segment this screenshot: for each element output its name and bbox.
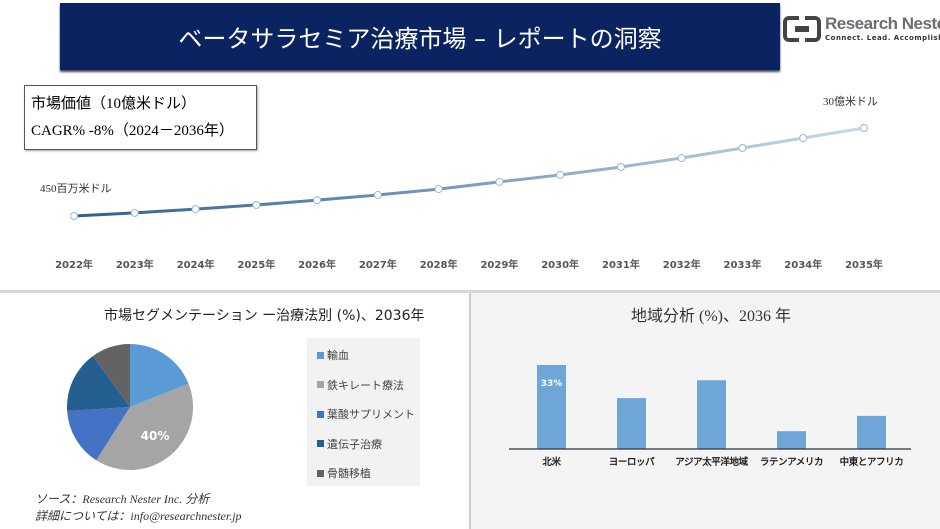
legend-label: 遺伝子治療: [327, 437, 382, 451]
data-point: [252, 200, 261, 209]
series-line: [73, 126, 865, 218]
research-nester-logo-icon: [783, 16, 821, 42]
data-point: [434, 185, 443, 194]
legend-label: 鉄キレート療法: [327, 378, 404, 392]
x-tick-label: 2027年: [359, 258, 397, 271]
x-tick-label: 2035年: [845, 258, 883, 271]
x-tick-label: 2022年: [55, 258, 93, 271]
data-point: [677, 154, 686, 163]
data-point: [70, 212, 78, 220]
x-tick-label: 北米: [542, 456, 561, 468]
legend-item: 輸血: [317, 347, 349, 363]
legend-swatch: [317, 381, 324, 388]
x-tick-label: ラテンアメリカ: [760, 457, 823, 468]
divider: [0, 290, 940, 293]
x-tick-label: 2032年: [663, 258, 701, 271]
bar: [617, 398, 646, 449]
page-title: ベータサラセミア治療市場 – レポートの洞察: [178, 25, 662, 53]
segmentation-panel: 市場セグメンテーション ー治療法別 (%)、2036年 40% 輸血鉄キレート療…: [0, 293, 468, 529]
data-point: [616, 162, 625, 171]
bar-data-label: 33%: [541, 379, 563, 389]
x-tick-label: 2033年: [724, 258, 762, 271]
data-point: [860, 124, 868, 132]
legend-swatch: [317, 469, 324, 477]
x-tick-label: 2024年: [177, 258, 215, 271]
data-point: [799, 134, 808, 143]
contact-line: 詳細については：info@researchnester.jp: [35, 509, 242, 523]
legend-swatch: [317, 410, 324, 418]
pie-data-label: 40%: [141, 429, 170, 443]
pie-title: 市場セグメンテーション ー治療法別 (%)、2036年: [104, 308, 425, 324]
market-value-label: 市場価値（10億米ドル）: [31, 96, 197, 112]
logo-tagline: Connect. Lead. Accomplish: [825, 34, 940, 42]
data-point: [738, 144, 747, 153]
x-tick-label: 2031年: [602, 258, 640, 271]
bar: [537, 365, 566, 449]
data-point: [373, 190, 382, 199]
legend-swatch: [317, 351, 324, 359]
x-tick-label: 中東とアフリカ: [840, 456, 904, 468]
legend-item: 遺伝子治療: [317, 436, 382, 452]
legend-item: 葉酸サプリメント: [317, 406, 415, 422]
cagr-label: CAGR% -8%（2024－2036年）: [31, 123, 234, 139]
kpi-box: 市場価値（10億米ドル） CAGR% -8%（2024－2036年）: [24, 85, 257, 150]
x-tick-label: 2023年: [116, 258, 154, 271]
logo-name: Research Nester: [825, 14, 940, 33]
x-tick-label: 2034年: [784, 258, 822, 271]
end-annotation: 30億米ドル: [823, 95, 878, 108]
pie-slice: [130, 344, 189, 407]
x-tick-label: 2025年: [237, 258, 275, 271]
regional-panel: 地域分析 (%)、2036 年 北米 ヨーロッパ アジア太平洋地域 ラテンアメリカ 中東…: [469, 293, 940, 529]
x-tick-label: 2029年: [480, 258, 518, 271]
x-tick-label: 2028年: [420, 258, 458, 271]
x-tick-label: 2026年: [298, 258, 336, 271]
legend-item: 鉄キレート療法: [317, 377, 404, 393]
title-banner: ベータサラセミア治療市場 – レポートの洞察: [60, 3, 780, 70]
data-point: [556, 170, 565, 179]
x-tick-label: 2030年: [541, 258, 579, 271]
data-point: [495, 177, 504, 186]
pie-slice: [92, 344, 130, 407]
market-line-chart: 2022年 2023年 2024年 2025年 2026年 2027年 2028年 2029年…: [40, 95, 883, 271]
source-note: ソース：Research Nester Inc. 分析 詳細については：info…: [35, 491, 242, 525]
data-point: [130, 208, 139, 217]
data-point: [191, 205, 200, 214]
pie-slice: [67, 407, 130, 461]
data-point: [313, 196, 322, 205]
bar: [777, 431, 806, 449]
legend-swatch: [317, 440, 324, 447]
legend-item: 骨髄移植: [317, 465, 371, 481]
pie-slice: [96, 383, 194, 470]
pie-slice: [67, 356, 130, 411]
logo: Research Nester Connect. Lead. Accomplis…: [783, 14, 940, 46]
bar: [697, 380, 726, 449]
bar-title: 地域分析 (%)、2036 年: [631, 308, 791, 325]
x-tick-label: アジア太平洋地域: [675, 456, 748, 468]
pie-legend: 輸血鉄キレート療法 葉酸サプリメント 遺伝子治療骨髄移植: [307, 338, 420, 486]
start-annotation: 450百万米ドル: [40, 182, 112, 195]
x-tick-label: ヨーロッパ: [609, 456, 655, 468]
bar-chart: 北米 ヨーロッパ アジア太平洋地域 ラテンアメリカ 中東とアフリカ 33%: [509, 365, 911, 468]
legend-label: 輸血: [327, 349, 349, 362]
legend-label: 骨髄移植: [327, 467, 371, 480]
pie-chart: 40%: [67, 344, 194, 470]
bar: [857, 415, 886, 449]
legend-label: 葉酸サプリメント: [327, 408, 415, 421]
source-line: ソース：Research Nester Inc. 分析: [35, 492, 210, 506]
